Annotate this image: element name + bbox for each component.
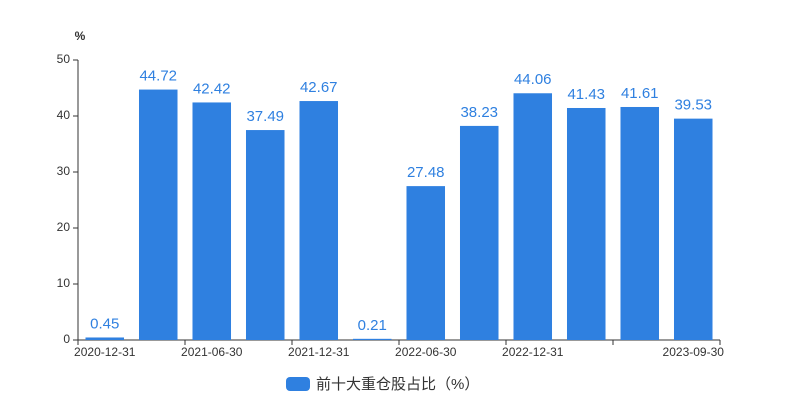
x-tick-label: 2022-12-31 <box>502 345 564 359</box>
bar <box>192 102 232 340</box>
bar <box>513 93 553 340</box>
x-tick-label: 2021-12-31 <box>288 345 350 359</box>
bar <box>406 186 446 340</box>
legend-label: 前十大重仓股占比（%） <box>316 376 479 393</box>
y-tick-label: 10 <box>57 276 71 290</box>
y-tick-label: 50 <box>57 52 71 66</box>
bar <box>352 338 392 340</box>
value-label: 42.67 <box>300 79 338 96</box>
value-label: 42.42 <box>193 80 231 97</box>
value-label: 0.45 <box>90 315 119 332</box>
x-tick-label: 2021-06-30 <box>181 345 243 359</box>
x-tick-label: 2020-12-31 <box>74 345 136 359</box>
y-tick-label: 40 <box>57 108 71 122</box>
bar <box>459 125 499 340</box>
bar <box>620 106 660 340</box>
value-label: 38.23 <box>460 104 498 121</box>
bar <box>673 118 713 340</box>
bar <box>566 107 606 340</box>
value-label: 44.72 <box>139 68 177 85</box>
bar <box>138 89 178 341</box>
value-label: 41.61 <box>621 85 659 102</box>
value-label: 44.06 <box>514 71 552 88</box>
bar <box>85 337 125 340</box>
value-label: 27.48 <box>407 164 445 181</box>
bar <box>245 130 285 340</box>
value-label: 39.53 <box>674 97 712 114</box>
legend-swatch <box>286 377 310 391</box>
value-label: 37.49 <box>246 108 284 125</box>
y-tick-label: 20 <box>57 220 71 234</box>
y-unit: % <box>75 29 86 43</box>
x-tick-label: 2023-09-30 <box>663 345 725 359</box>
bar <box>299 101 339 340</box>
x-tick-label: 2022-06-30 <box>395 345 457 359</box>
y-tick-label: 30 <box>57 164 71 178</box>
value-label: 41.43 <box>567 86 605 103</box>
value-label: 0.21 <box>358 317 387 334</box>
y-tick-label: 0 <box>63 332 70 346</box>
